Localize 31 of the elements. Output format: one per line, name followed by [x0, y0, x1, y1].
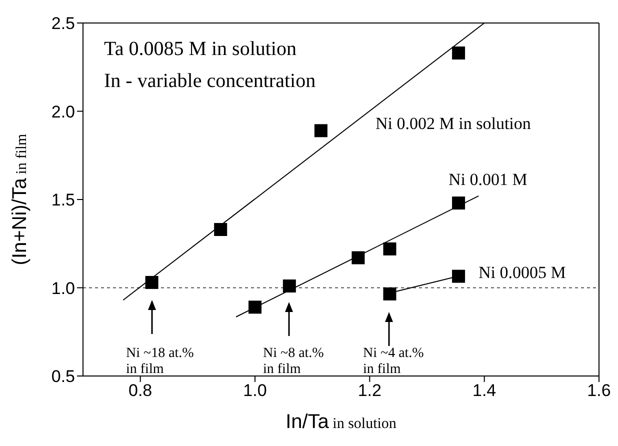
- point: [282, 279, 296, 292]
- series-label: Ni 0.001 M: [448, 170, 528, 189]
- y-tick-label: 2.0: [51, 102, 75, 122]
- annotation: Ni ~4 at.% in film: [363, 346, 424, 378]
- series-label: Ni 0.0005 M: [478, 263, 566, 282]
- y-tick-label: 1.5: [51, 190, 75, 210]
- text: Ni 0.002 M in solution: [376, 114, 532, 133]
- x-tick-label: 1.4: [472, 381, 496, 400]
- point: [352, 251, 365, 264]
- y-tick-label: 2.5: [51, 14, 75, 34]
- x-tick-label: 1.6: [587, 381, 611, 400]
- annotation: In - variable concentration: [104, 70, 316, 92]
- point: [452, 270, 466, 283]
- point: [145, 276, 158, 289]
- annotation: Ni ~8 at.% in film: [263, 346, 324, 378]
- x-axis-title: In/Ta in solution: [286, 411, 397, 433]
- point: [214, 223, 228, 236]
- point: [383, 242, 396, 256]
- y-tick-label: 1.0: [51, 278, 75, 298]
- y-tick-label: 0.5: [51, 367, 75, 386]
- point: [248, 300, 262, 314]
- x-tick-label: 0.8: [128, 381, 152, 400]
- annotation: Ni ~18 at.% in film: [126, 346, 194, 378]
- x-tick-label: 1.0: [243, 381, 267, 400]
- y-axis-title: (In+Ni)/Ta in film: [9, 133, 31, 266]
- point: [383, 287, 396, 300]
- annotation: Ta 0.0085 M in solution: [104, 38, 296, 60]
- point: [314, 124, 328, 138]
- point: [452, 46, 466, 60]
- point: [452, 196, 466, 210]
- x-tick-label: 1.2: [358, 381, 382, 400]
